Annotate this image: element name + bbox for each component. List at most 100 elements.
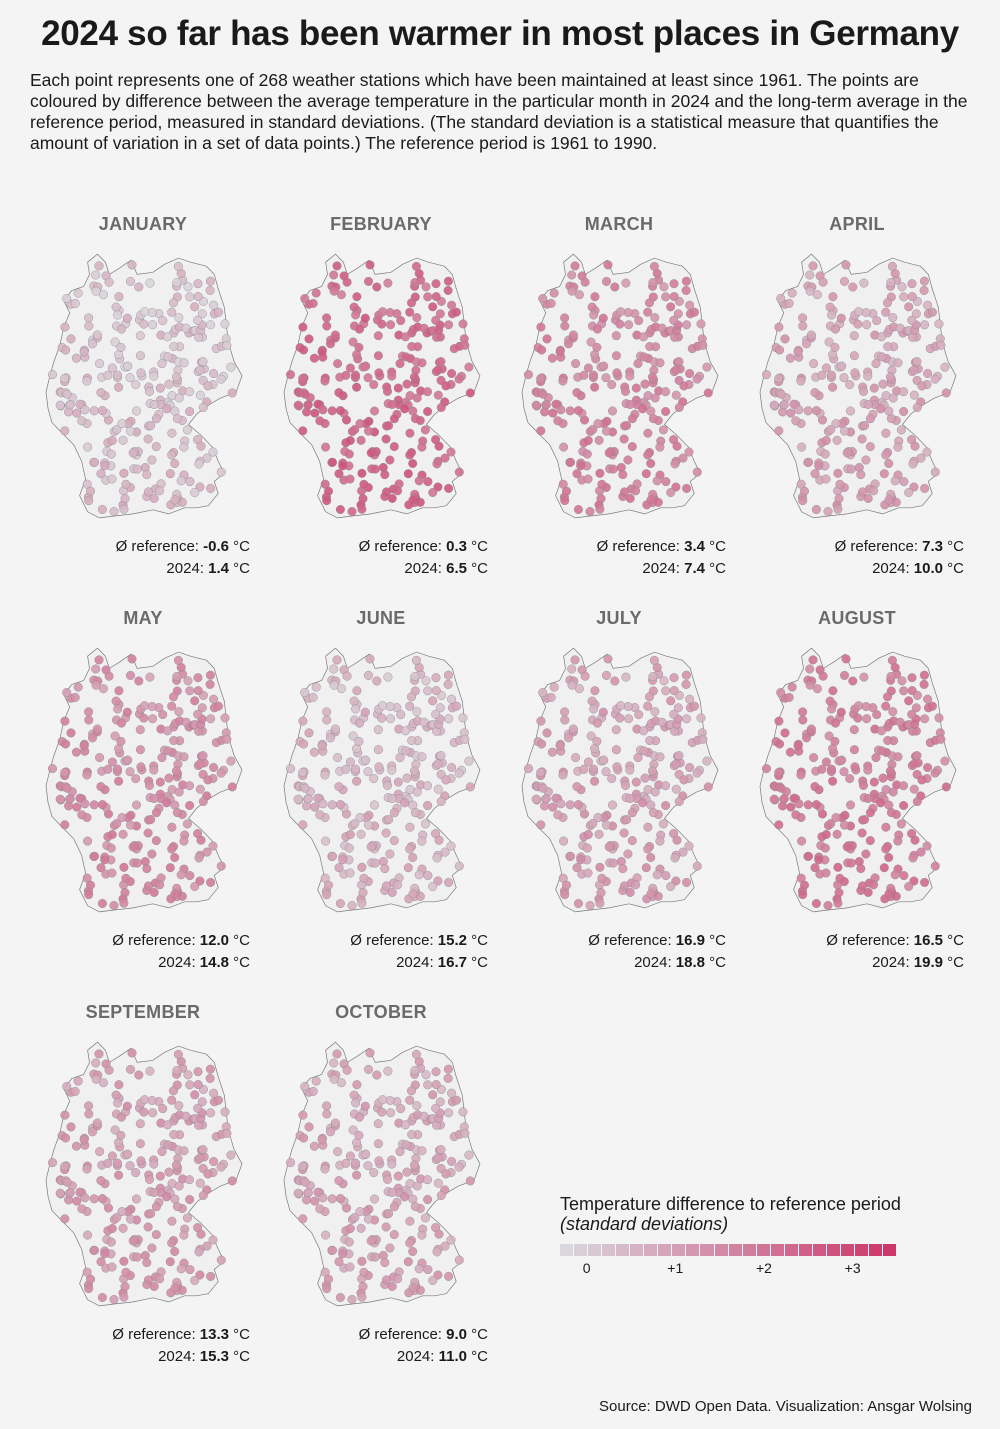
station-point — [692, 768, 702, 778]
station-point — [193, 709, 203, 719]
reference-line: Ø reference: 0.3 °C — [266, 536, 488, 558]
station-point — [548, 408, 558, 418]
station-point — [811, 505, 821, 515]
station-point — [365, 1048, 375, 1058]
station-point — [536, 820, 546, 830]
reference-value: 13.3 — [199, 1326, 229, 1343]
station-point — [350, 424, 360, 434]
station-point — [383, 278, 393, 288]
station-point — [146, 815, 156, 825]
station-point — [674, 402, 684, 412]
station-point — [172, 808, 182, 818]
station-point — [853, 713, 863, 723]
station-point — [182, 1213, 192, 1223]
station-point — [592, 718, 602, 728]
station-point — [622, 421, 632, 431]
legend-swatch — [700, 1244, 715, 1256]
station-point — [603, 654, 613, 664]
station-point — [333, 753, 343, 763]
station-point — [849, 745, 859, 755]
station-point — [205, 679, 215, 689]
station-point — [564, 339, 574, 349]
station-point — [625, 399, 635, 409]
station-point — [922, 447, 932, 457]
station-point — [369, 1194, 379, 1204]
station-point — [172, 672, 182, 682]
station-point — [842, 448, 852, 458]
station-point — [567, 286, 577, 296]
station-point — [432, 853, 442, 863]
station-point — [72, 802, 82, 812]
station-point — [643, 428, 653, 438]
station-point — [107, 1151, 117, 1161]
station-point — [100, 461, 110, 471]
year-unit: °C — [229, 560, 250, 577]
reference-unit: °C — [467, 932, 488, 949]
station-point — [121, 1267, 131, 1277]
station-point — [641, 469, 651, 479]
station-point — [583, 363, 593, 373]
station-point — [61, 739, 71, 749]
station-point — [151, 442, 161, 452]
station-point — [114, 1170, 124, 1180]
station-point — [97, 800, 107, 810]
station-point — [380, 864, 390, 874]
station-point — [780, 334, 790, 344]
station-point — [198, 357, 208, 367]
legend-swatch — [560, 1244, 575, 1256]
station-point — [884, 889, 894, 899]
station-point — [406, 298, 416, 308]
station-point — [193, 686, 203, 696]
station-point — [860, 815, 870, 825]
station-point — [898, 387, 908, 397]
station-point — [643, 701, 653, 711]
station-point — [865, 442, 875, 452]
station-point — [372, 282, 382, 292]
station-point — [174, 787, 184, 797]
station-point — [88, 733, 98, 743]
station-point — [828, 292, 838, 302]
station-point — [65, 400, 75, 410]
station-point — [369, 406, 379, 416]
station-point — [830, 324, 840, 334]
station-point — [285, 370, 296, 380]
station-point — [370, 858, 380, 868]
station-point — [410, 808, 420, 818]
station-point — [682, 483, 692, 493]
station-point — [849, 725, 859, 735]
station-point — [659, 282, 669, 292]
station-point — [405, 844, 415, 854]
station-point — [147, 849, 157, 859]
station-point — [155, 1274, 165, 1284]
station-point — [149, 1187, 159, 1197]
month-stats: Ø reference: 13.3 °C 2024: 15.3 °C — [28, 1324, 258, 1368]
station-point — [927, 701, 937, 711]
station-point — [60, 1110, 70, 1120]
station-point — [335, 899, 345, 909]
station-point — [805, 680, 815, 690]
station-point — [149, 493, 159, 503]
station-point — [433, 1270, 443, 1280]
month-title: JANUARY — [98, 214, 188, 234]
station-point — [436, 402, 446, 412]
station-point — [408, 852, 418, 862]
station-point — [185, 800, 195, 810]
station-point — [850, 368, 860, 378]
year-2024-line: 2024: 7.4 °C — [504, 558, 726, 580]
station-point — [389, 1230, 399, 1240]
station-point — [167, 1216, 177, 1226]
station-point — [97, 1194, 107, 1204]
station-point — [389, 442, 399, 452]
station-point — [300, 1082, 310, 1092]
station-point — [405, 701, 415, 711]
station-point — [607, 800, 617, 810]
station-point — [803, 800, 813, 810]
station-point — [562, 880, 572, 890]
station-point — [590, 776, 600, 786]
station-point — [809, 359, 819, 369]
station-point — [615, 713, 625, 723]
station-point — [96, 863, 106, 873]
station-point — [850, 762, 860, 772]
station-point — [329, 286, 339, 296]
station-point — [389, 836, 399, 846]
